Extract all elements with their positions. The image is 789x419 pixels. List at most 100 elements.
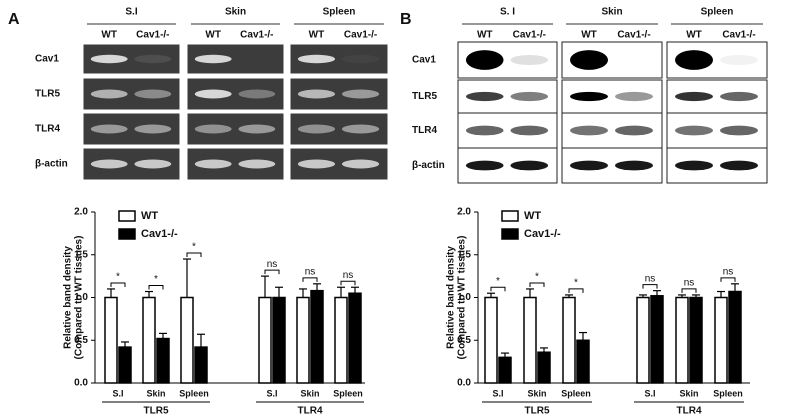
y-tick-label: 0.5 xyxy=(74,335,88,346)
significance-label: ns xyxy=(343,270,354,281)
bar xyxy=(636,296,650,384)
band xyxy=(510,91,549,102)
y-tick-label: 1.5 xyxy=(457,249,471,260)
band xyxy=(297,54,336,64)
bar xyxy=(562,296,576,384)
group-label: TLR4 xyxy=(677,406,702,417)
y-tick-label: 1.0 xyxy=(74,292,88,303)
band xyxy=(720,91,758,102)
significance-label: * xyxy=(574,278,578,289)
band xyxy=(341,124,380,134)
x-tick-label: Spleen xyxy=(561,388,591,398)
significance-label: ns xyxy=(267,259,278,270)
x-tick-label: Skin xyxy=(300,388,319,398)
x-tick-label: Skin xyxy=(527,388,546,398)
bar xyxy=(296,296,310,384)
band xyxy=(134,124,172,134)
bar xyxy=(310,289,324,384)
significance-bracket xyxy=(529,282,545,287)
significance-label: ns xyxy=(305,266,316,277)
band xyxy=(615,125,653,136)
tissue-label: Spleen xyxy=(701,7,734,18)
lane-label: WT xyxy=(205,30,221,41)
significance-bracket xyxy=(490,286,506,292)
significance-label: * xyxy=(496,276,500,287)
band xyxy=(297,89,336,99)
band xyxy=(465,125,504,136)
significance-label: * xyxy=(192,242,196,253)
band xyxy=(90,124,128,134)
y-tick-label: 0.0 xyxy=(457,378,471,389)
band xyxy=(720,160,758,171)
x-tick-label: S.I xyxy=(644,388,655,398)
significance-bracket xyxy=(681,288,697,293)
bar xyxy=(498,356,512,384)
bar xyxy=(118,346,132,384)
band xyxy=(194,89,232,99)
band xyxy=(134,159,172,169)
band xyxy=(675,160,713,171)
x-tick-label: S.I xyxy=(266,388,277,398)
band xyxy=(615,160,653,171)
lane-label: Cav1-/- xyxy=(513,30,546,41)
significance-bracket xyxy=(186,252,202,258)
bar xyxy=(537,351,551,384)
band xyxy=(510,125,549,136)
lane-label: Cav1-/- xyxy=(617,30,650,41)
lane-label: Cav1-/- xyxy=(136,30,169,41)
bar xyxy=(194,346,208,384)
row-label: TLR4 xyxy=(412,125,437,136)
band xyxy=(465,91,504,102)
band xyxy=(194,54,232,64)
tissue-label: Skin xyxy=(225,7,246,18)
x-tick-label: Spleen xyxy=(179,388,209,398)
group-label: TLR4 xyxy=(298,406,323,417)
band xyxy=(465,50,504,70)
panel-label: A xyxy=(8,11,20,28)
significance-bracket xyxy=(148,285,164,290)
x-tick-label: Skin xyxy=(146,388,165,398)
band xyxy=(570,125,608,136)
legend-label: Cav1-/- xyxy=(524,228,561,240)
bar xyxy=(576,339,590,384)
band xyxy=(675,50,713,70)
y-tick-label: 1.0 xyxy=(457,292,471,303)
y-axis-label: (Compared to WT tissues) xyxy=(457,236,468,360)
bar xyxy=(689,296,703,384)
significance-label: ns xyxy=(723,266,734,277)
bar xyxy=(650,295,664,384)
band xyxy=(570,160,608,171)
x-tick-label: Spleen xyxy=(333,388,363,398)
x-tick-label: S.I xyxy=(492,388,503,398)
row-label: TLR4 xyxy=(35,124,60,135)
bar xyxy=(180,296,194,384)
bar xyxy=(714,296,728,384)
tissue-label: S. I xyxy=(500,7,515,18)
group-label: TLR5 xyxy=(144,406,169,417)
band xyxy=(570,91,608,102)
lane-label: WT xyxy=(581,30,597,41)
y-axis-label: (Compared to WT tissues) xyxy=(74,236,85,360)
lane-label: Cav1-/- xyxy=(344,30,377,41)
tissue-label: Skin xyxy=(601,7,622,18)
band xyxy=(675,125,713,136)
band xyxy=(615,91,653,102)
y-tick-label: 1.5 xyxy=(74,249,88,260)
legend-swatch xyxy=(118,210,136,222)
y-axis-label: Relative band density xyxy=(446,246,457,349)
band xyxy=(297,159,336,169)
band xyxy=(194,159,232,169)
band xyxy=(341,54,380,64)
y-tick-label: 2.0 xyxy=(74,207,88,218)
significance-bracket xyxy=(720,277,736,282)
lane-label: Cav1-/- xyxy=(240,30,273,41)
legend-label: WT xyxy=(524,210,541,222)
row-label: β-actin xyxy=(412,160,445,171)
significance-bracket xyxy=(642,284,658,289)
legend-label: Cav1-/- xyxy=(141,228,178,240)
legend-swatch xyxy=(501,228,519,240)
significance-bracket xyxy=(110,282,126,287)
row-label: Cav1 xyxy=(412,55,436,66)
band xyxy=(238,159,276,169)
